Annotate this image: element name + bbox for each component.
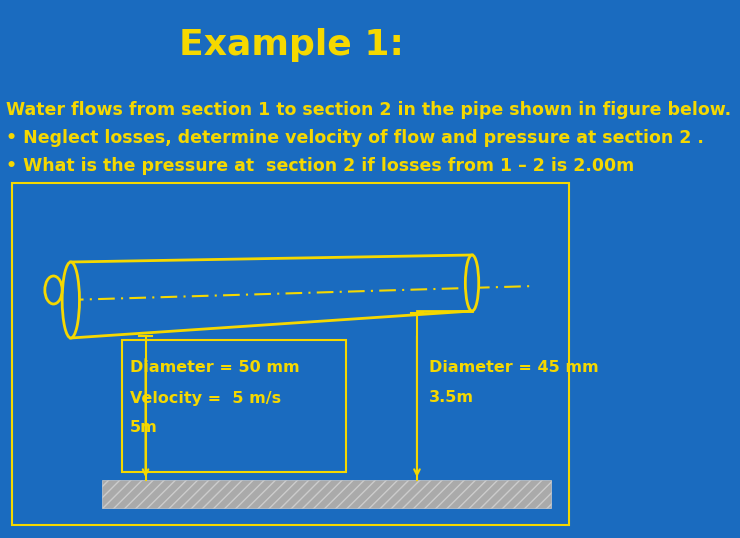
Ellipse shape — [465, 255, 479, 311]
Text: Water flows from section 1 to section 2 in the pipe shown in figure below.: Water flows from section 1 to section 2 … — [7, 101, 731, 119]
Bar — [102, 480, 551, 508]
Ellipse shape — [62, 262, 79, 338]
Text: Example 1:: Example 1: — [178, 28, 403, 62]
Text: • What is the pressure at  section 2 if losses from 1 – 2 is 2.00m: • What is the pressure at section 2 if l… — [7, 157, 634, 175]
Bar — [122, 340, 346, 472]
Text: Diameter = 50 mm: Diameter = 50 mm — [130, 360, 300, 376]
Text: 3.5m: 3.5m — [428, 391, 474, 406]
Text: • Neglect losses, determine velocity of flow and pressure at section 2 .: • Neglect losses, determine velocity of … — [7, 129, 704, 147]
Text: Velocity =  5 m/s: Velocity = 5 m/s — [130, 391, 281, 406]
Text: 5m: 5m — [130, 421, 158, 435]
Bar — [12, 183, 569, 525]
Text: Diameter = 45 mm: Diameter = 45 mm — [428, 360, 599, 376]
